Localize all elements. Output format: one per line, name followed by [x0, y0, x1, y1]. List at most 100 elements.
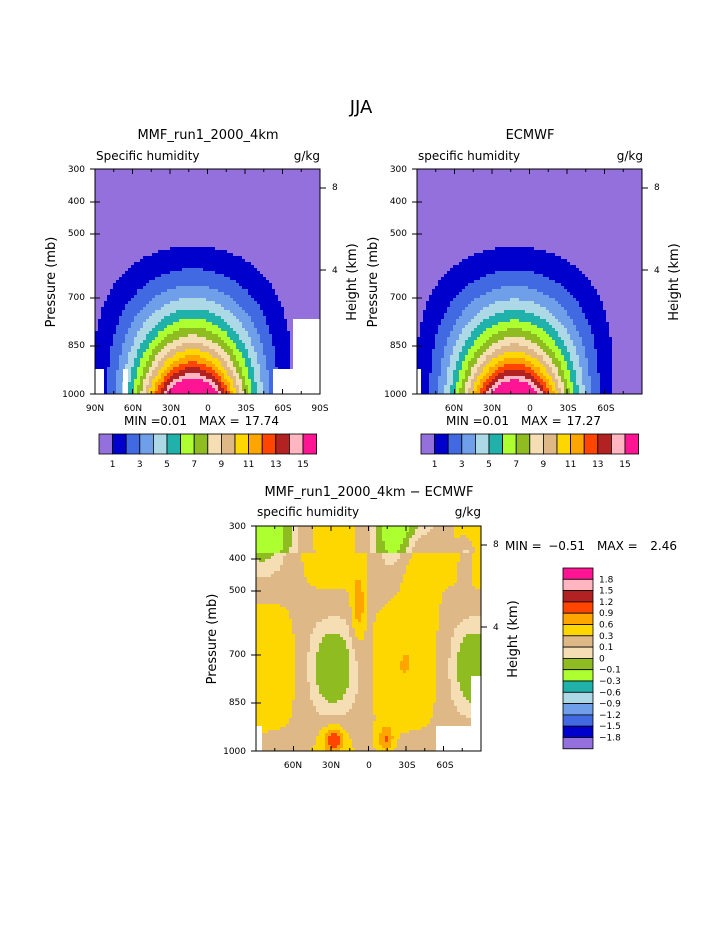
contour-cell [101, 184, 105, 188]
contour-cell [122, 286, 126, 290]
contour-cell [161, 214, 165, 218]
contour-cell [218, 175, 222, 179]
contour-cell [215, 295, 219, 299]
contour-cell [242, 268, 246, 272]
contour-cell [260, 292, 264, 296]
contour-cell [281, 178, 285, 182]
contour-cell [272, 286, 276, 290]
contour-cell [140, 286, 144, 290]
contour-cell [239, 304, 243, 308]
contour-cell [293, 229, 297, 233]
contour-cell [257, 217, 261, 221]
contour-cell [104, 256, 108, 260]
contour-cell [233, 205, 237, 209]
contour-cell [152, 295, 156, 299]
contour-cell [110, 208, 114, 212]
contour-cell [293, 211, 297, 215]
contour-cell [287, 346, 291, 350]
contour-cell [95, 352, 99, 356]
contour-cell [248, 217, 252, 221]
contour-cell [215, 205, 219, 209]
contour-cell [137, 352, 141, 356]
contour-cell [269, 379, 273, 383]
contour-cell [116, 244, 120, 248]
contour-cell [107, 268, 111, 272]
contour-cell [164, 223, 168, 227]
contour-cell [116, 277, 120, 281]
contour-cell [143, 304, 147, 308]
contour-cell [107, 169, 111, 173]
contour-cell [254, 262, 258, 266]
contour-cell [185, 247, 189, 251]
contour-cell [197, 280, 201, 284]
contour-cell [236, 262, 240, 266]
contour-cell [143, 244, 147, 248]
contour-cell [167, 310, 171, 314]
contour-cell [176, 238, 180, 242]
contour-cell [152, 268, 156, 272]
contour-cell [230, 196, 234, 200]
contour-cell [221, 169, 225, 173]
contour-cell [194, 334, 198, 338]
contour-cell [281, 346, 285, 350]
contour-cell [209, 178, 213, 182]
contour-cell [281, 325, 285, 329]
contour-cell [212, 259, 216, 263]
contour-cell [158, 331, 162, 335]
contour-cell [125, 304, 129, 308]
contour-cell [272, 289, 276, 293]
contour-cell [242, 259, 246, 263]
contour-cell [224, 346, 228, 350]
contour-cell [98, 196, 102, 200]
contour-cell [215, 364, 219, 368]
contour-cell [260, 277, 264, 281]
contour-cell [263, 364, 267, 368]
contour-cell [143, 373, 147, 377]
contour-cell [188, 367, 192, 371]
contour-cell [293, 250, 297, 254]
contour-cell [266, 319, 270, 323]
contour-cell [155, 370, 159, 374]
contour-cell [263, 346, 267, 350]
contour-cell [170, 286, 174, 290]
contour-cell [98, 169, 102, 173]
contour-cell [284, 304, 288, 308]
contour-cell [110, 343, 114, 347]
contour-cell [98, 352, 102, 356]
contour-cell [101, 199, 105, 203]
contour-cell [107, 256, 111, 260]
contour-cell [272, 271, 276, 275]
contour-cell [95, 271, 99, 275]
contour-cell [203, 238, 207, 242]
contour-cell [143, 274, 147, 278]
contour-cell [203, 376, 207, 380]
contour-cell [284, 295, 288, 299]
contour-cell [200, 235, 204, 239]
contour-cell [182, 250, 186, 254]
contour-cell [113, 310, 117, 314]
contour-cell [200, 274, 204, 278]
contour-cell [203, 301, 207, 305]
contour-cell [275, 202, 279, 206]
contour-cell [95, 181, 99, 185]
contour-cell [266, 223, 270, 227]
contour-cell [239, 235, 243, 239]
contour-cell [140, 244, 144, 248]
contour-cell [284, 181, 288, 185]
contour-cell [161, 370, 165, 374]
contour-cell [254, 331, 258, 335]
contour-cell [98, 343, 102, 347]
contour-cell [275, 226, 279, 230]
contour-cell [197, 247, 201, 251]
contour-cell [275, 280, 279, 284]
contour-cell [182, 172, 186, 176]
contour-cell [167, 232, 171, 236]
contour-cell [146, 349, 150, 353]
contour-cell [173, 301, 177, 305]
contour-cell [239, 268, 243, 272]
contour-cell [158, 358, 162, 362]
contour-cell [257, 370, 261, 374]
contour-cell [215, 340, 219, 344]
contour-cell [182, 259, 186, 263]
contour-cell [191, 223, 195, 227]
